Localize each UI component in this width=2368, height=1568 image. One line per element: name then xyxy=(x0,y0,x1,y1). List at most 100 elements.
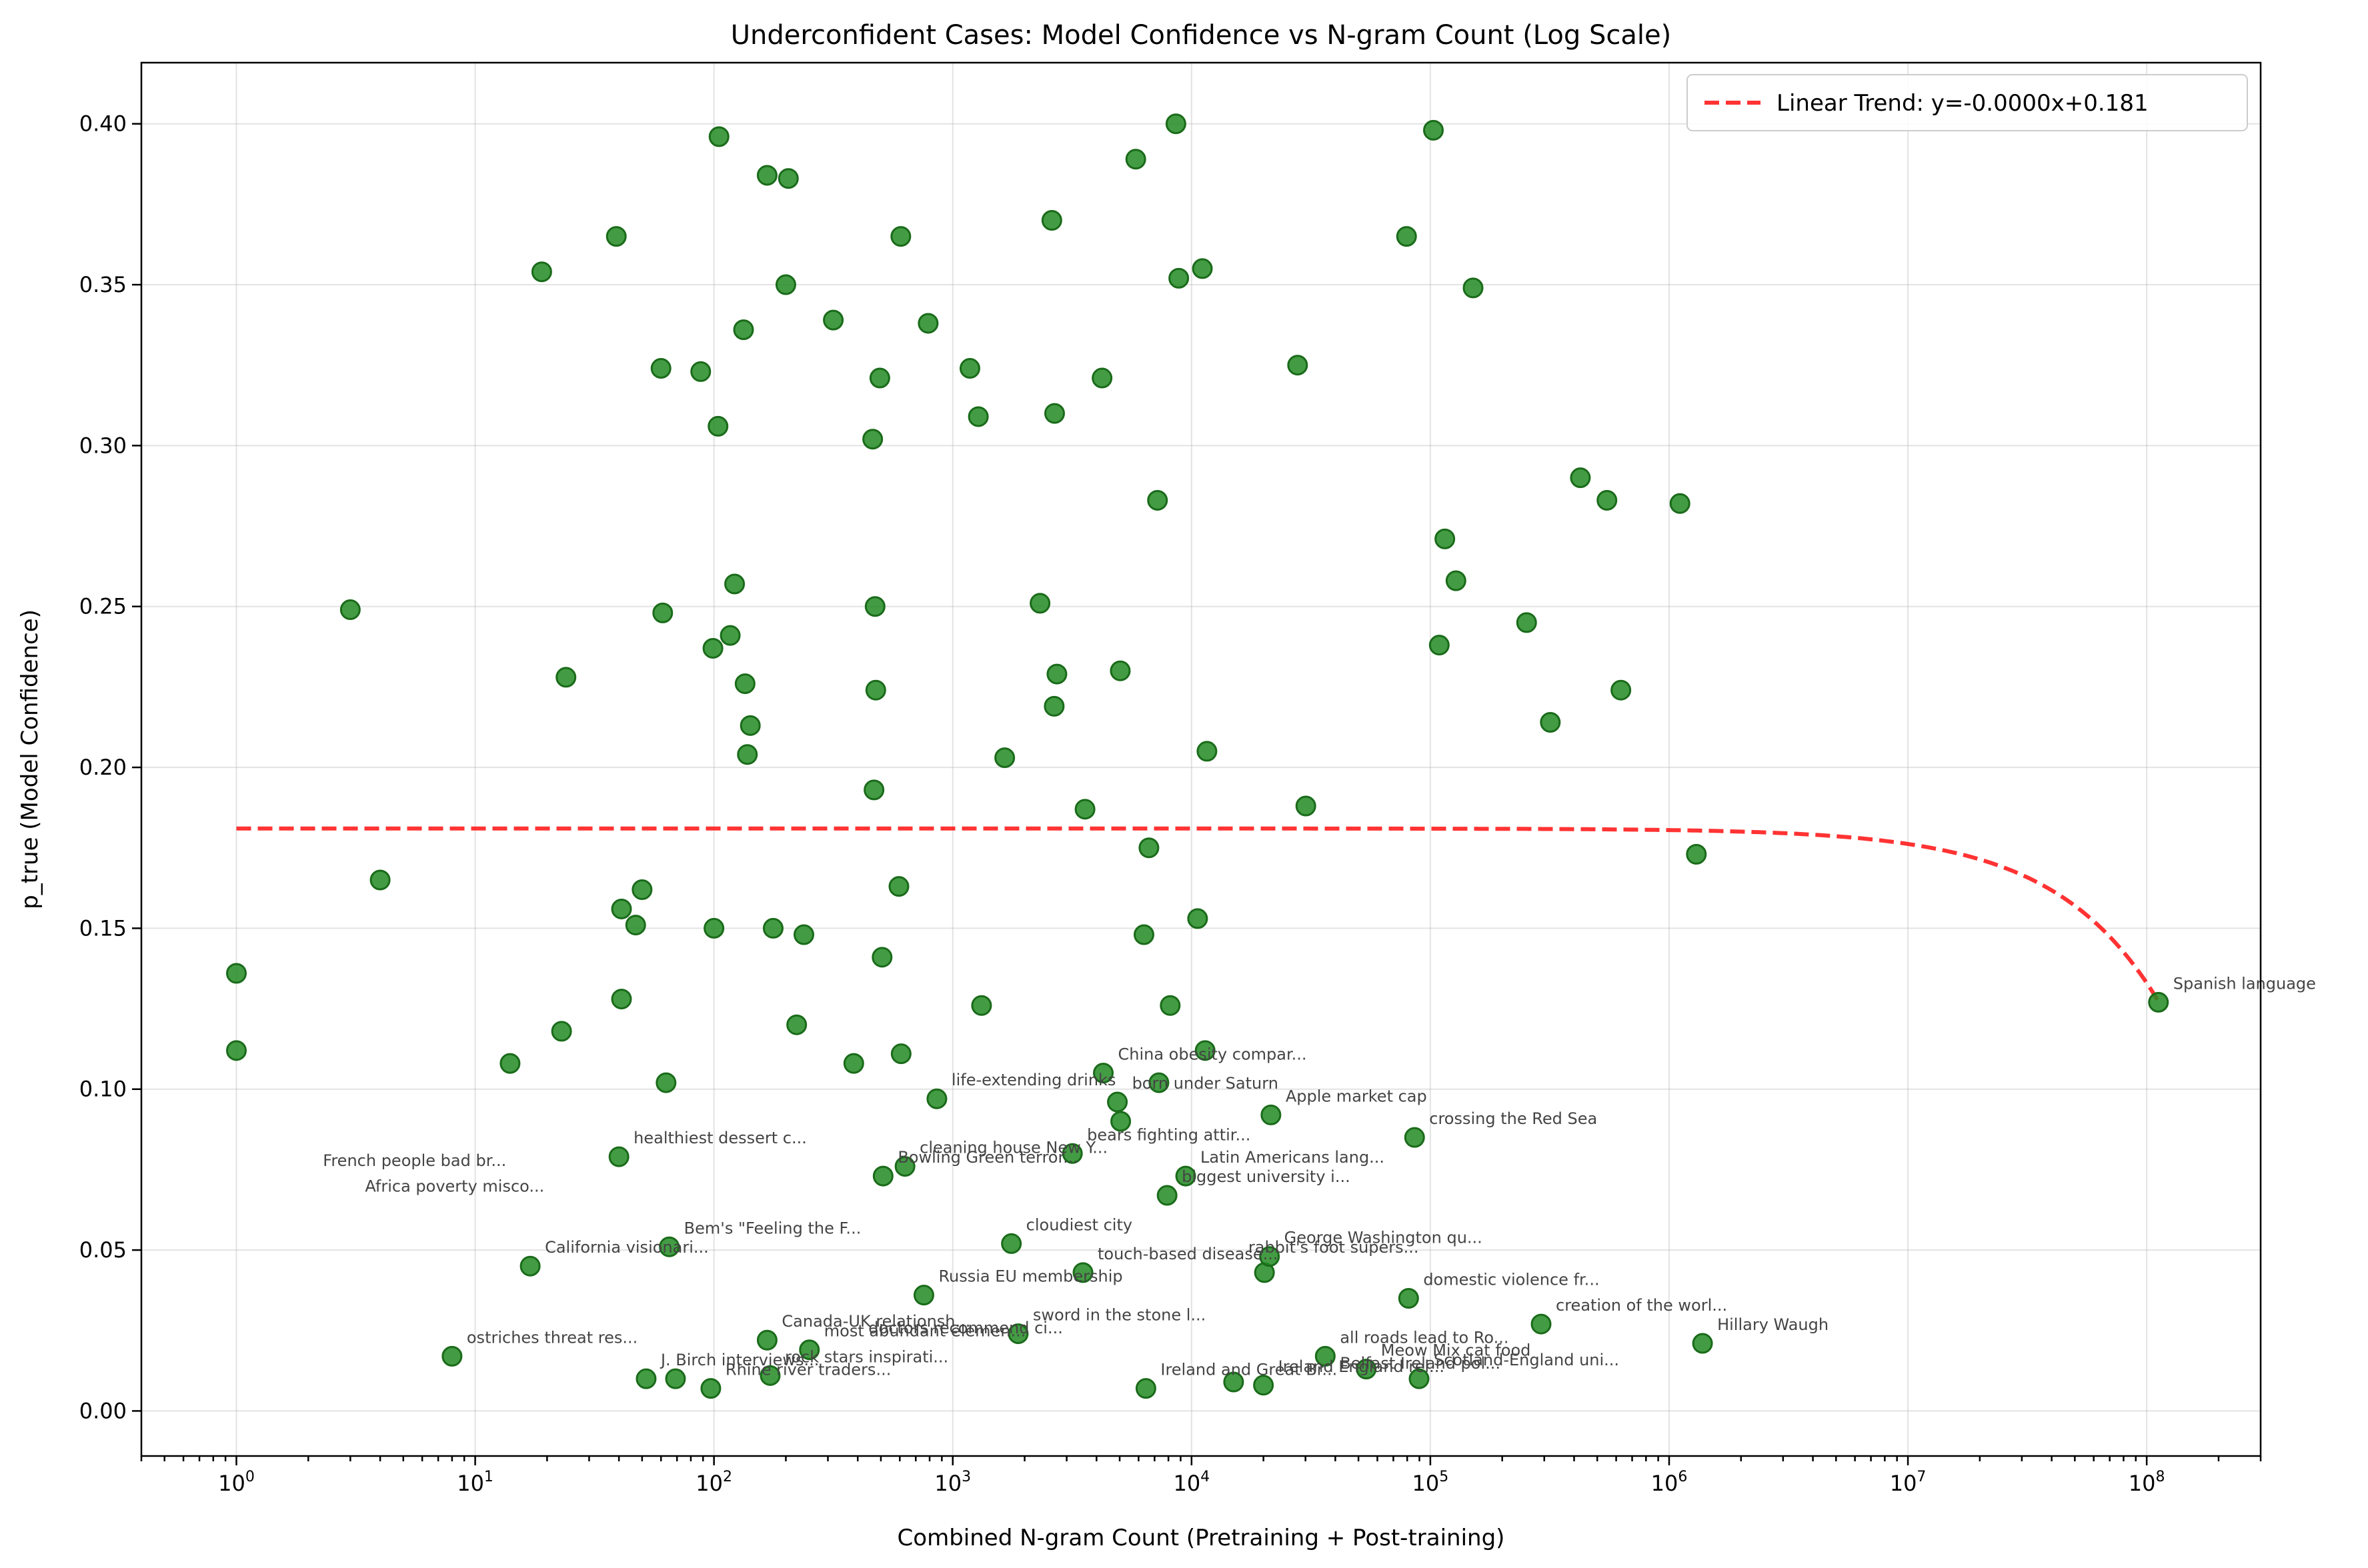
data-point xyxy=(894,1156,916,1177)
point-annotation: Spanish language xyxy=(2173,974,2316,993)
x-tick-exponent: 5 xyxy=(1439,1469,1448,1485)
x-tick-base: 10 xyxy=(1651,1471,1678,1496)
data-point xyxy=(1041,210,1062,231)
legend: Linear Trend: y=-0.0000x+0.181 xyxy=(1686,74,2248,131)
data-point xyxy=(608,1146,630,1167)
data-point xyxy=(823,309,844,331)
point-annotation: Rhine river traders... xyxy=(726,1361,891,1379)
data-point xyxy=(1044,695,1065,717)
data-point xyxy=(775,274,796,295)
data-points xyxy=(225,113,2169,1399)
point-annotations: French people bad br... Africa poverty mi… xyxy=(323,974,2316,1379)
plot-frame xyxy=(140,61,2262,1457)
data-point xyxy=(708,126,730,147)
data-point xyxy=(1404,1127,1425,1148)
data-point xyxy=(1570,467,1591,489)
data-point xyxy=(1092,367,1113,389)
data-point xyxy=(1138,837,1160,859)
data-point xyxy=(1168,267,1190,289)
x-tick-label: 103 xyxy=(934,1469,971,1496)
point-annotation: George Washington qu... xyxy=(1284,1229,1482,1247)
point-annotation: J. Birch interviews... xyxy=(660,1351,819,1369)
data-point xyxy=(1408,1368,1430,1389)
data-point xyxy=(659,1236,680,1257)
data-point xyxy=(690,361,712,382)
x-tick-exponent: 2 xyxy=(723,1469,732,1485)
data-point xyxy=(225,963,247,984)
data-point xyxy=(708,415,729,437)
data-point xyxy=(636,1368,657,1389)
y-tick-label: 0.25 xyxy=(79,594,127,619)
data-point xyxy=(888,876,910,897)
data-point xyxy=(1314,1345,1336,1367)
data-point xyxy=(611,989,632,1010)
data-point xyxy=(737,744,758,765)
point-annotation: Apple market cap xyxy=(1286,1087,1427,1105)
point-annotation: French people bad br... xyxy=(323,1151,506,1170)
point-annotation: Belfast Ireland pol... xyxy=(1340,1354,1500,1373)
x-tick-exponent: 4 xyxy=(1200,1469,1210,1485)
x-axis-label: Combined N-gram Count (Pretraining + Pos… xyxy=(898,1525,1505,1551)
data-point xyxy=(890,1043,912,1065)
point-annotation: creation of the worl... xyxy=(1556,1296,1727,1315)
data-point xyxy=(1669,493,1690,514)
x-tick-exponent: 3 xyxy=(962,1469,971,1485)
data-point xyxy=(1398,1287,1419,1309)
x-tick-base: 10 xyxy=(1890,1471,1917,1496)
data-point xyxy=(704,917,725,939)
data-point xyxy=(519,1255,541,1277)
data-point xyxy=(1074,799,1096,820)
data-point xyxy=(864,596,886,617)
x-tick-exponent: 8 xyxy=(2156,1469,2165,1485)
x-axis-ticks: 100 101 102 103 104 105 106 107 108 xyxy=(140,1456,2262,1496)
point-annotation: doctors recommend ci... xyxy=(868,1319,1063,1337)
y-axis-ticks: 0.00 0.05 0.10 0.15 0.20 0.25 0.30 0.35 0.40 xyxy=(79,111,141,1423)
data-point xyxy=(959,358,980,379)
y-tick-label: 0.05 xyxy=(79,1237,127,1263)
chart-title: Underconfident Cases: Model Confidence v… xyxy=(731,20,1671,51)
data-point xyxy=(756,165,778,186)
data-point xyxy=(1194,1040,1216,1061)
data-point xyxy=(1187,908,1208,929)
point-annotation: Meow Mix cat food xyxy=(1381,1341,1531,1360)
data-point xyxy=(665,1368,686,1389)
point-annotation: rock stars inspirati... xyxy=(785,1347,948,1366)
data-point xyxy=(225,1040,247,1061)
x-tick-base: 10 xyxy=(457,1471,484,1496)
data-point xyxy=(872,1165,894,1187)
data-point xyxy=(1428,635,1450,656)
data-point xyxy=(1530,1313,1552,1335)
data-point xyxy=(1062,1143,1083,1164)
data-point xyxy=(551,1021,572,1042)
point-annotation: Ireland England rel... xyxy=(1278,1357,1444,1376)
point-annotation: domestic violence fr... xyxy=(1423,1270,1599,1289)
data-point xyxy=(1540,711,1561,733)
point-annotation: bears fighting attir... xyxy=(1087,1125,1250,1144)
data-point xyxy=(650,358,672,379)
data-point xyxy=(971,995,992,1016)
y-tick-label: 0.00 xyxy=(79,1398,127,1423)
point-annotation: all roads lead to Ro... xyxy=(1340,1328,1508,1347)
point-annotation: rabbit's foot supers... xyxy=(1248,1238,1419,1257)
data-point xyxy=(869,367,890,389)
data-point xyxy=(1135,1378,1156,1399)
point-annotation: cleaning house New Y... xyxy=(920,1139,1108,1157)
data-point xyxy=(740,715,761,736)
point-annotation: China obesity compar... xyxy=(1118,1045,1306,1064)
data-point xyxy=(778,168,799,189)
data-point xyxy=(700,1378,722,1399)
data-point xyxy=(890,226,912,247)
x-tick-base: 10 xyxy=(2129,1471,2156,1496)
y-axis-label: p_true (Model Confidence) xyxy=(17,609,43,909)
x-tick-base: 10 xyxy=(696,1471,723,1496)
data-point xyxy=(760,1365,781,1386)
x-tick-label: 108 xyxy=(2129,1469,2165,1496)
data-point xyxy=(1192,258,1213,279)
point-annotation: Africa poverty misco... xyxy=(365,1177,544,1196)
point-annotation: Bem's "Feeling the F... xyxy=(684,1219,862,1237)
data-point xyxy=(1434,528,1456,549)
data-point xyxy=(1253,1375,1274,1396)
data-point xyxy=(1008,1323,1029,1345)
data-point xyxy=(1044,403,1065,424)
